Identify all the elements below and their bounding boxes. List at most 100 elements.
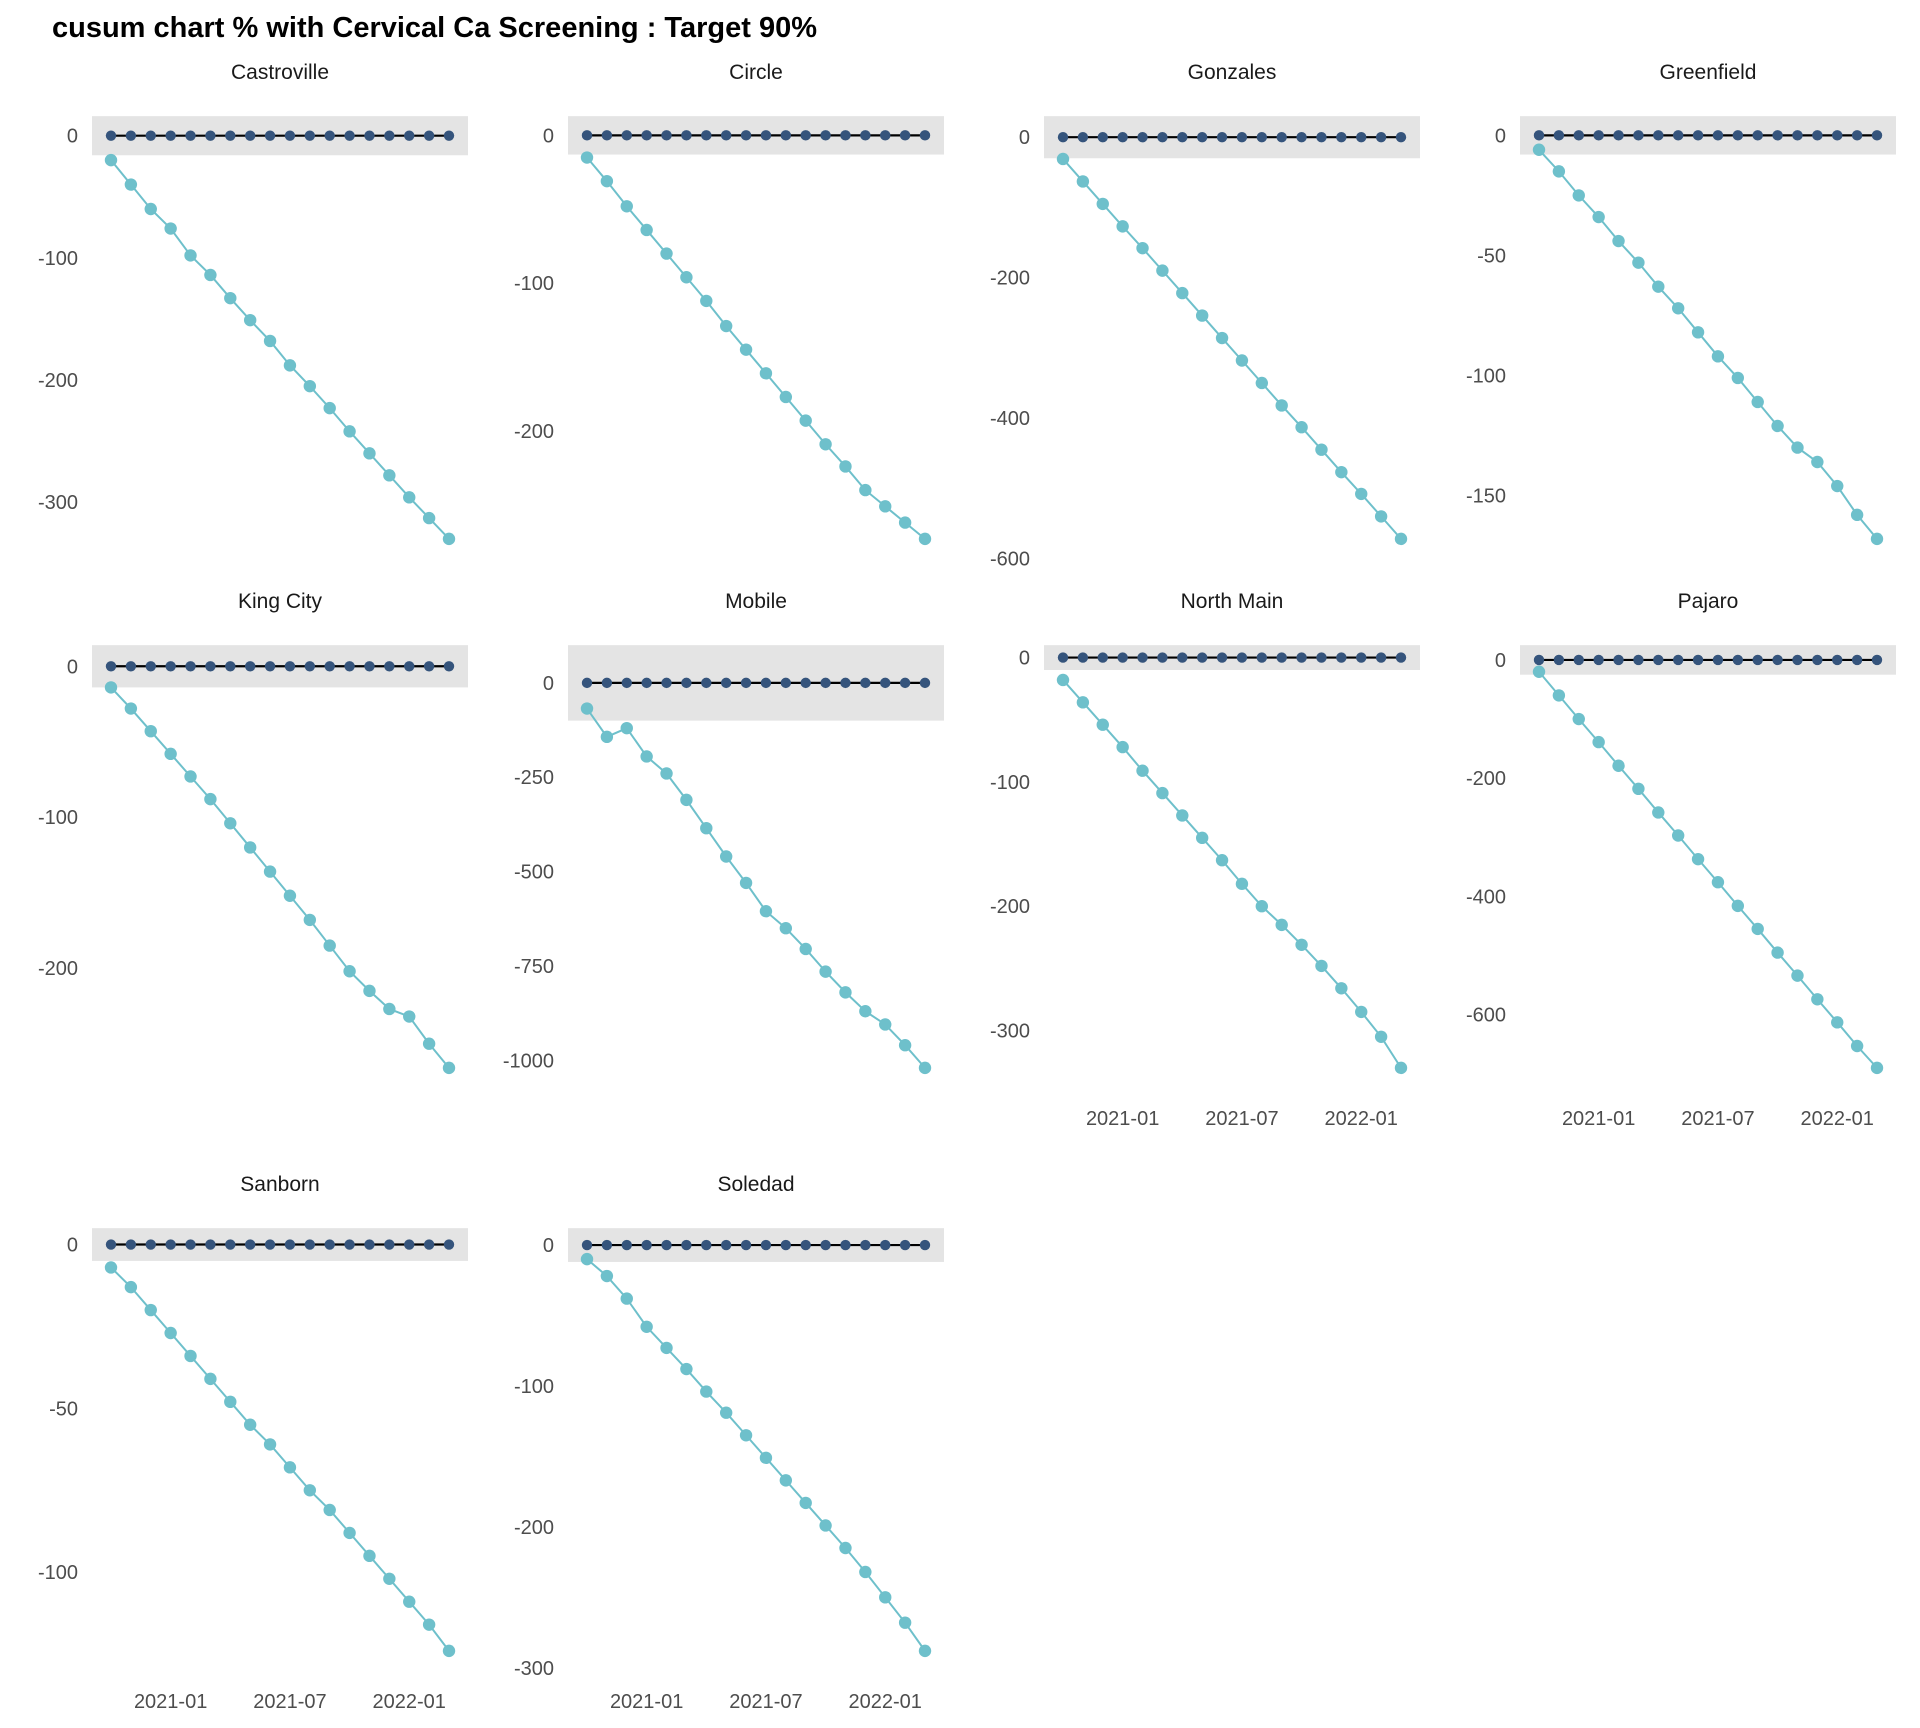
target-point [780,130,792,141]
observed-point [363,1549,376,1563]
target-point [1533,130,1545,141]
observed-point [719,850,733,863]
observed-point [680,793,693,807]
observed-point [303,379,317,393]
target-point [165,1239,176,1250]
target-point [1196,132,1208,143]
observed-point [1076,175,1090,188]
facet-north-main: North Main 0 -100 -200 -300 2021-01 2021-07 202… [956,584,1432,1167]
target-point [1256,132,1268,143]
target-point [760,1239,772,1251]
target-point [621,677,632,689]
observed-point [879,1018,892,1031]
target-point [1812,130,1823,141]
target-point [840,677,851,689]
target-point [860,677,871,689]
target-point [720,130,732,141]
observed-point [1116,220,1129,233]
observed-point [1335,982,1348,995]
target-point [760,677,772,689]
target-point [1296,652,1307,663]
target-point [800,677,811,689]
observed-cusum-line [110,1266,450,1652]
facet-chart-circle: Circle 0 -100 -200 [514,61,944,546]
observed-point [1394,532,1408,546]
target-point [125,661,137,672]
target-point [1117,652,1128,663]
observed-point [600,174,614,188]
observed-point [898,1616,912,1629]
target-point [740,130,752,141]
facet-chart-gonzales: Gonzales 0 -200 -400 -600 [990,61,1420,571]
observed-point [879,500,892,513]
observed-point [839,460,852,473]
facet-gonzales: Gonzales 0 -200 -400 -600 [956,55,1432,584]
y-tick-label: -150 [1466,486,1506,508]
target-point [443,661,455,672]
target-point [324,1239,335,1250]
y-tick-label: -100 [38,248,78,270]
y-tick-label: -50 [49,1398,78,1420]
observed-point [600,730,614,744]
y-tick-label: 0 [543,125,554,147]
target-point [225,130,236,141]
target-point [165,130,176,141]
target-point [1296,132,1307,143]
observed-cusum-line [110,686,450,1069]
observed-point [640,750,653,763]
target-point [443,1239,455,1250]
target-point [720,1239,732,1251]
target-point [1077,132,1089,143]
facet-title: King City [238,590,323,613]
observed-point [1275,918,1288,932]
y-tick-label: -600 [1466,1005,1506,1027]
facet-title: Soledad [717,1173,794,1196]
observed-point [224,291,237,305]
observed-point [1056,673,1070,687]
observed-point [403,1010,416,1023]
observed-point [1771,946,1784,959]
observed-point [283,359,297,372]
facet-chart-sanborn: Sanborn 0 -50 -100 2021-01 2021-07 2022-01 [38,1173,468,1713]
observed-point [1711,350,1725,363]
facet-soledad: Soledad 0 -100 -200 -300 2021-01 2021-07 2022-0… [480,1167,956,1728]
target-point [681,1239,692,1251]
observed-point [580,151,594,164]
target-point [1792,654,1803,666]
observed-point [819,438,832,451]
target-point [1256,652,1268,663]
target-point [1871,130,1883,141]
observed-point [1275,399,1288,412]
observed-point [700,821,713,835]
target-point [324,661,335,672]
target-point [1712,654,1724,666]
target-point [661,130,672,141]
observed-point [799,942,812,956]
y-tick-label: -100 [1466,366,1506,388]
target-point [1573,130,1584,141]
target-point [1336,652,1347,663]
observed-point [898,516,912,529]
observed-point [1572,712,1585,726]
observed-point [104,153,118,167]
y-tick-label: 0 [67,126,78,148]
target-point [681,130,692,141]
target-point [105,661,117,672]
target-point [1316,652,1327,663]
observed-point [1751,395,1764,409]
target-point [1375,132,1387,143]
target-point [1851,130,1863,141]
observed-point [1176,809,1189,822]
target-point [1832,654,1843,666]
target-point [1812,654,1823,666]
target-point [1236,132,1248,143]
target-point [641,1239,652,1251]
observed-point [1335,465,1348,479]
observed-point [859,1005,872,1018]
facet-title: Circle [729,61,783,84]
target-point [581,1239,593,1251]
observed-cusum-line [586,1258,926,1652]
target-point [423,661,435,672]
target-point [423,1239,435,1250]
observed-point [1831,479,1844,493]
